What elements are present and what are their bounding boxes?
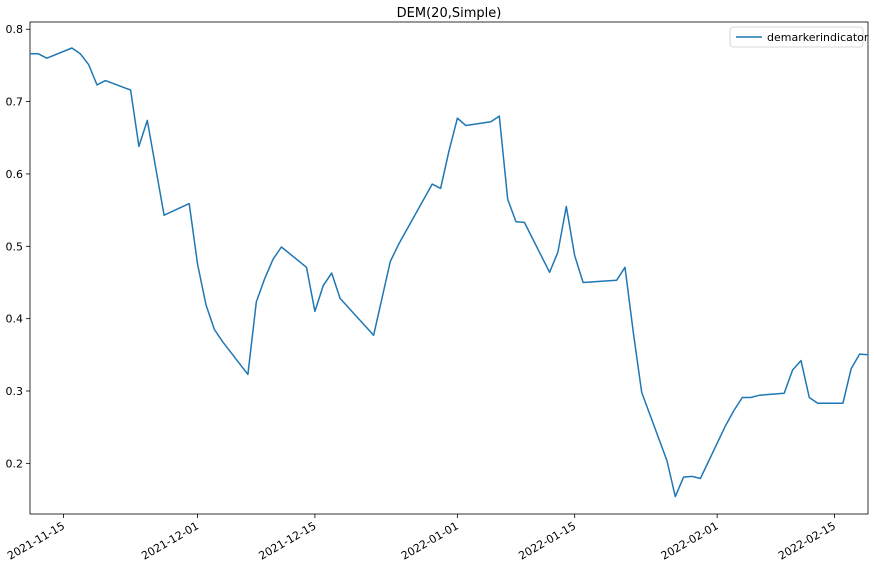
legend: demarkerindicator [729, 26, 869, 48]
y-tick-label: 0.2 [6, 457, 24, 470]
axes-frame [29, 21, 869, 515]
y-tick-label: 0.8 [6, 23, 24, 36]
series-layer [30, 47, 868, 498]
y-tick-label: 0.3 [6, 385, 24, 398]
y-tick-label: 0.5 [6, 240, 24, 253]
y-tick-label: 0.7 [6, 96, 24, 109]
legend-label: demarkerindicator [767, 31, 869, 44]
y-axis: 0.2 0.3 0.4 0.5 0.6 0.7 0.8 [6, 23, 30, 470]
series-line-demarkerindicator [30, 47, 868, 498]
legend-box [729, 26, 864, 48]
y-tick-label: 0.6 [6, 168, 24, 181]
chart-title: DEM(20,Simple) [397, 6, 502, 21]
y-tick-label: 0.4 [6, 313, 24, 326]
